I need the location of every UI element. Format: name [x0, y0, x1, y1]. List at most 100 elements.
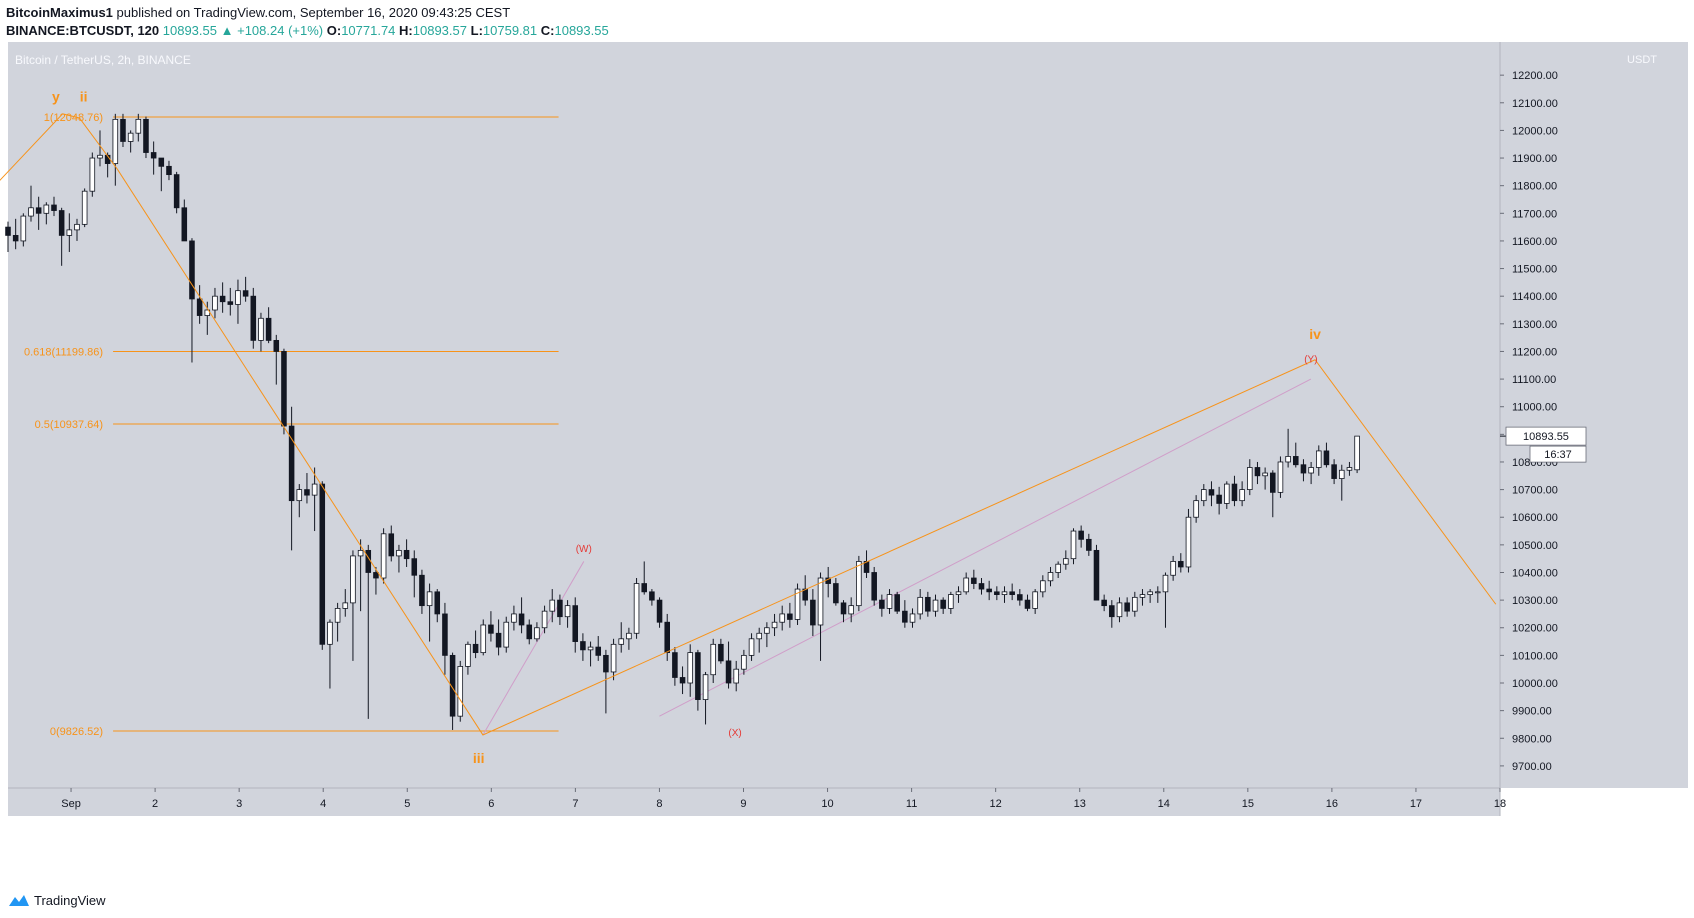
- candle-body: [1009, 591, 1015, 595]
- candle-body: [1285, 456, 1291, 463]
- publish-line: BitcoinMaximus1 published on TradingView…: [6, 4, 1686, 22]
- candle-body: [526, 624, 533, 640]
- candle-body: [258, 317, 264, 341]
- y-tick-label: 12000.00: [1512, 125, 1558, 137]
- candle-body: [97, 154, 103, 159]
- candle-body: [1239, 489, 1245, 502]
- candle-body: [296, 489, 303, 502]
- y-tick-label: 10400.00: [1512, 567, 1558, 579]
- candle-body: [994, 591, 1000, 595]
- candle-body: [480, 624, 487, 654]
- candle-body: [81, 190, 88, 225]
- x-tick-label: 16: [1326, 798, 1338, 810]
- candle-body: [802, 588, 808, 601]
- candle-body: [457, 666, 464, 717]
- candle-body: [472, 643, 479, 654]
- candle-body: [281, 351, 287, 427]
- x-tick-label: 4: [320, 798, 326, 810]
- candle-body: [1323, 450, 1330, 466]
- candle-body: [127, 132, 134, 142]
- x-tick-label: 15: [1242, 798, 1254, 810]
- candle-body: [1178, 561, 1184, 568]
- candle-body: [1270, 472, 1276, 493]
- author-name[interactable]: BitcoinMaximus1: [6, 5, 113, 20]
- candle-body: [380, 533, 387, 579]
- candle-body: [871, 572, 877, 601]
- candle-body: [1024, 599, 1031, 609]
- candle-body: [1262, 472, 1268, 477]
- candle-body: [350, 555, 356, 604]
- candle-body: [1170, 561, 1176, 576]
- candle-body: [288, 425, 295, 502]
- candle-body: [641, 583, 648, 593]
- footer-brand: TradingView: [8, 890, 106, 910]
- candle-body: [1354, 435, 1360, 471]
- candle-body: [1254, 467, 1261, 477]
- y-tick-label: 11600.00: [1512, 236, 1557, 248]
- candle-body: [143, 118, 149, 153]
- candle-body: [1132, 596, 1138, 612]
- candle-body: [166, 165, 172, 176]
- wave-label: y: [52, 88, 60, 104]
- candle-body: [327, 621, 333, 645]
- high-label: H:: [399, 23, 413, 38]
- candle-body: [587, 646, 594, 651]
- candle-body: [610, 643, 617, 673]
- y-tick-label: 11700.00: [1512, 208, 1557, 220]
- candle-body: [181, 207, 188, 242]
- candle-body: [1231, 483, 1238, 502]
- candle-body: [1224, 483, 1230, 504]
- candle-body: [120, 118, 126, 142]
- x-tick-label: 8: [656, 798, 662, 810]
- brand-name[interactable]: TradingView: [34, 892, 106, 908]
- candle-body: [28, 207, 34, 217]
- candle-body: [1162, 574, 1169, 593]
- candle-body: [242, 290, 249, 297]
- wave-label: iv: [1309, 326, 1321, 342]
- candle-body: [902, 610, 908, 623]
- candle-body: [396, 549, 402, 557]
- candle-body: [265, 317, 272, 341]
- x-tick-label: 9: [740, 798, 746, 810]
- candle-body: [656, 599, 663, 623]
- candle-body: [963, 577, 969, 593]
- last-price-tag-text: 10893.55: [1523, 431, 1569, 443]
- x-tick-label: 13: [1074, 798, 1086, 810]
- candle-body: [534, 627, 540, 640]
- low-value: 10759.81: [482, 23, 538, 38]
- candle-body: [89, 157, 96, 192]
- candle-body: [756, 632, 762, 640]
- y-tick-label: 12200.00: [1512, 70, 1558, 82]
- candle-body: [58, 210, 65, 236]
- candle-body: [779, 613, 785, 623]
- candle-body: [687, 652, 693, 684]
- currency-label: USDT: [1627, 54, 1657, 66]
- candle-body: [51, 204, 57, 211]
- x-tick-label: 3: [236, 798, 242, 810]
- candle-body: [1070, 530, 1077, 560]
- candle-body: [741, 654, 747, 670]
- candle-body: [603, 654, 609, 673]
- open-value: 10771.74: [341, 23, 396, 38]
- candle-body: [1208, 489, 1215, 496]
- candle-body: [304, 489, 310, 496]
- candle-body: [357, 549, 364, 557]
- fib-level-label: 0.5(10937.64): [35, 419, 104, 431]
- low-label: L:: [470, 23, 483, 38]
- candle-body: [787, 613, 793, 620]
- y-tick-label: 10000.00: [1512, 678, 1558, 690]
- candle-body: [672, 652, 678, 678]
- symbol-label: BINANCE:BTCUSDT, 120: [6, 23, 160, 38]
- candle-body: [495, 632, 502, 648]
- candle-body: [1338, 469, 1345, 479]
- y-tick-label: 10700.00: [1512, 485, 1558, 497]
- candle-body: [388, 533, 395, 557]
- candle-body: [771, 621, 778, 629]
- candle-body: [1316, 450, 1322, 468]
- candle-body: [748, 638, 755, 656]
- candle-body: [725, 660, 732, 684]
- time-axis-panel: [8, 788, 1500, 816]
- candle-body: [1124, 602, 1130, 612]
- candle-body: [572, 605, 579, 642]
